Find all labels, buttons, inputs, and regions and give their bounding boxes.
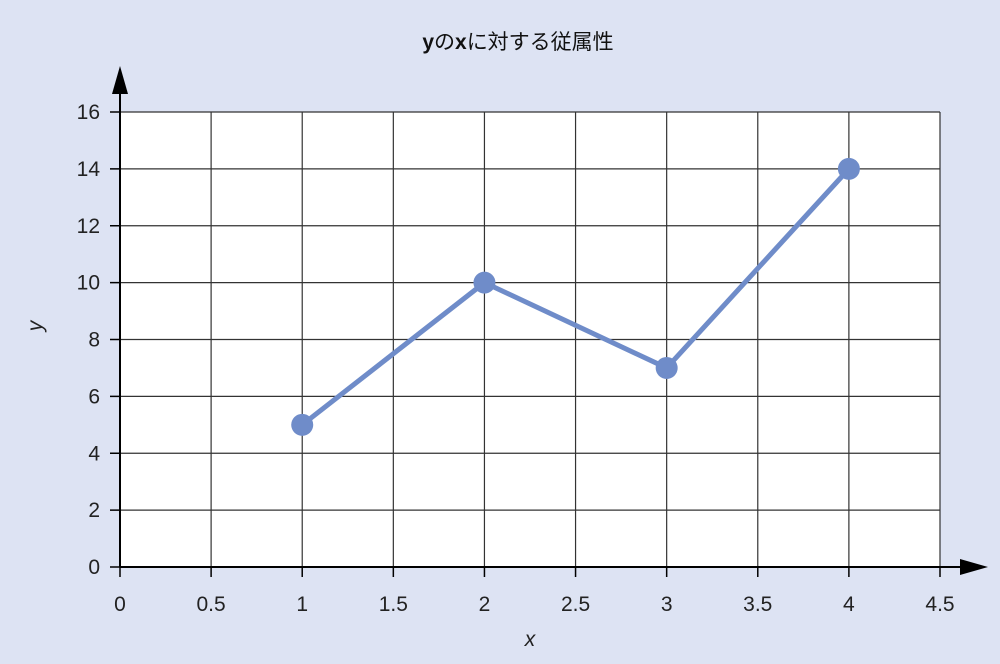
y-tick-label: 16 bbox=[77, 101, 100, 124]
y-axis-label: y bbox=[24, 319, 47, 333]
x-tick-label: 4.5 bbox=[925, 593, 954, 616]
x-axis-arrow bbox=[960, 559, 988, 575]
data-point bbox=[473, 271, 496, 294]
series-line bbox=[299, 166, 852, 428]
x-tick-label: 4 bbox=[843, 593, 855, 616]
chart-title-part: x bbox=[455, 31, 467, 54]
tick-labels: 0 0.5 1 1.5 2 2.5 3 3.5 4 4.5 0 2 4 6 8 10 12 14 16 bbox=[77, 101, 955, 616]
x-tick-label: 0 bbox=[114, 593, 126, 616]
y-tick-label: 8 bbox=[88, 329, 100, 352]
chart-title: yのxに対する従属性 bbox=[422, 31, 613, 54]
data-point bbox=[655, 356, 678, 379]
grid bbox=[120, 111, 941, 567]
y-tick-label: 12 bbox=[77, 215, 100, 238]
x-tick-label: 2.5 bbox=[561, 593, 590, 616]
data-point bbox=[291, 413, 314, 436]
y-tick-label: 2 bbox=[88, 499, 100, 522]
axes bbox=[110, 66, 988, 577]
chart-title-part: の bbox=[434, 31, 455, 54]
chart-title-part: y bbox=[422, 31, 434, 54]
data-point bbox=[837, 157, 860, 180]
y-tick-label: 4 bbox=[88, 442, 100, 465]
x-tick-label: 0.5 bbox=[197, 593, 226, 616]
series-layer bbox=[291, 157, 860, 436]
x-axis-label: x bbox=[524, 628, 537, 651]
y-axis-arrow bbox=[112, 66, 128, 94]
x-tick-label: 3 bbox=[661, 593, 673, 616]
x-tick-label: 1 bbox=[296, 593, 308, 616]
y-tick-label: 6 bbox=[88, 385, 100, 408]
chart-title-part: に対する従属性 bbox=[467, 31, 614, 54]
x-tick-label: 2 bbox=[479, 593, 491, 616]
y-tick-label: 0 bbox=[88, 556, 100, 579]
x-tick-label: 1.5 bbox=[379, 593, 408, 616]
y-tick-label: 14 bbox=[77, 158, 101, 181]
y-tick-label: 10 bbox=[77, 272, 100, 295]
x-tick-label: 3.5 bbox=[743, 593, 772, 616]
